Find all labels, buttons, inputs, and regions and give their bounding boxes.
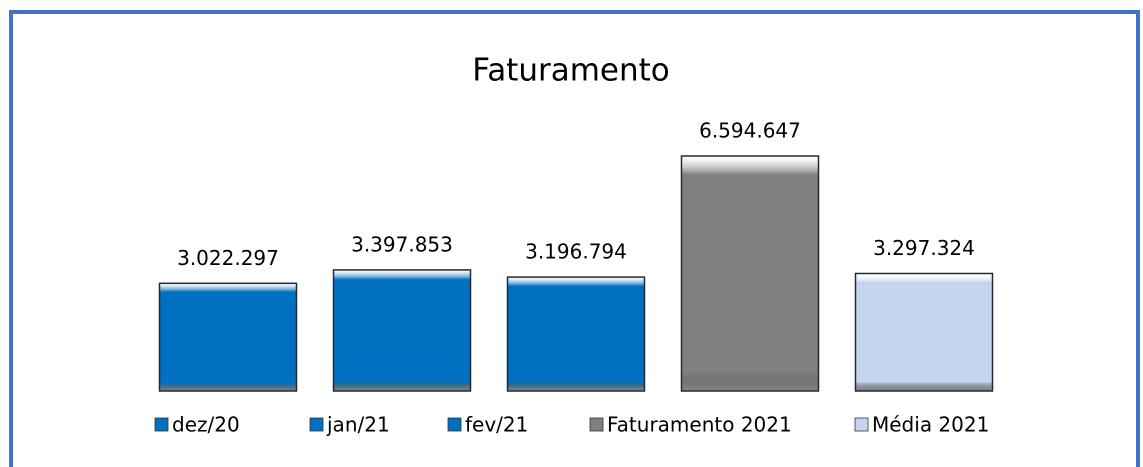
bar — [506, 276, 646, 392]
legend-swatch — [447, 417, 462, 432]
legend-label: Faturamento 2021 — [607, 413, 792, 437]
legend-label: Média 2021 — [872, 413, 989, 437]
legend-swatch — [309, 417, 324, 432]
legend-swatch — [154, 417, 169, 432]
bar — [158, 282, 298, 392]
chart-title: Faturamento — [472, 53, 670, 89]
data-label: 6.594.647 — [699, 119, 801, 143]
legend-label: fev/21 — [465, 413, 528, 437]
data-label: 3.022.297 — [177, 246, 279, 270]
data-label: 3.297.324 — [873, 236, 975, 260]
chart-frame — [9, 10, 1140, 467]
legend-swatch — [589, 417, 604, 432]
legend-label: dez/20 — [172, 413, 240, 437]
legend-label: jan/21 — [326, 413, 390, 437]
bar — [854, 272, 994, 392]
data-label: 3.397.853 — [351, 232, 453, 256]
data-label: 3.196.794 — [525, 240, 627, 264]
bar — [332, 269, 472, 392]
bar — [680, 155, 820, 392]
legend-swatch — [854, 417, 869, 432]
